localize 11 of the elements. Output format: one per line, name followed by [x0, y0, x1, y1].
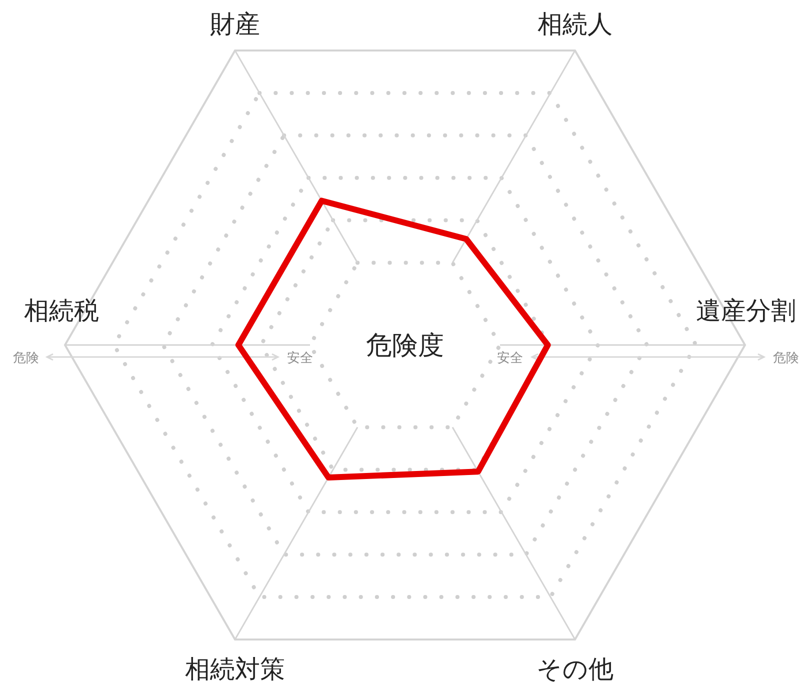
spoke-label: 遺産分割	[696, 296, 796, 325]
spoke-label: 相続対策	[185, 654, 285, 684]
spoke-label: 相続税	[24, 296, 99, 325]
text: 危険	[773, 351, 799, 366]
text: 安全	[497, 350, 523, 366]
text: 安全	[287, 350, 313, 366]
text: 危険度	[366, 331, 444, 361]
spoke-label: その他	[536, 654, 614, 684]
spoke-label: 財産	[210, 10, 260, 39]
spoke-label: 相続人	[538, 10, 612, 39]
text: 危険	[13, 351, 39, 366]
